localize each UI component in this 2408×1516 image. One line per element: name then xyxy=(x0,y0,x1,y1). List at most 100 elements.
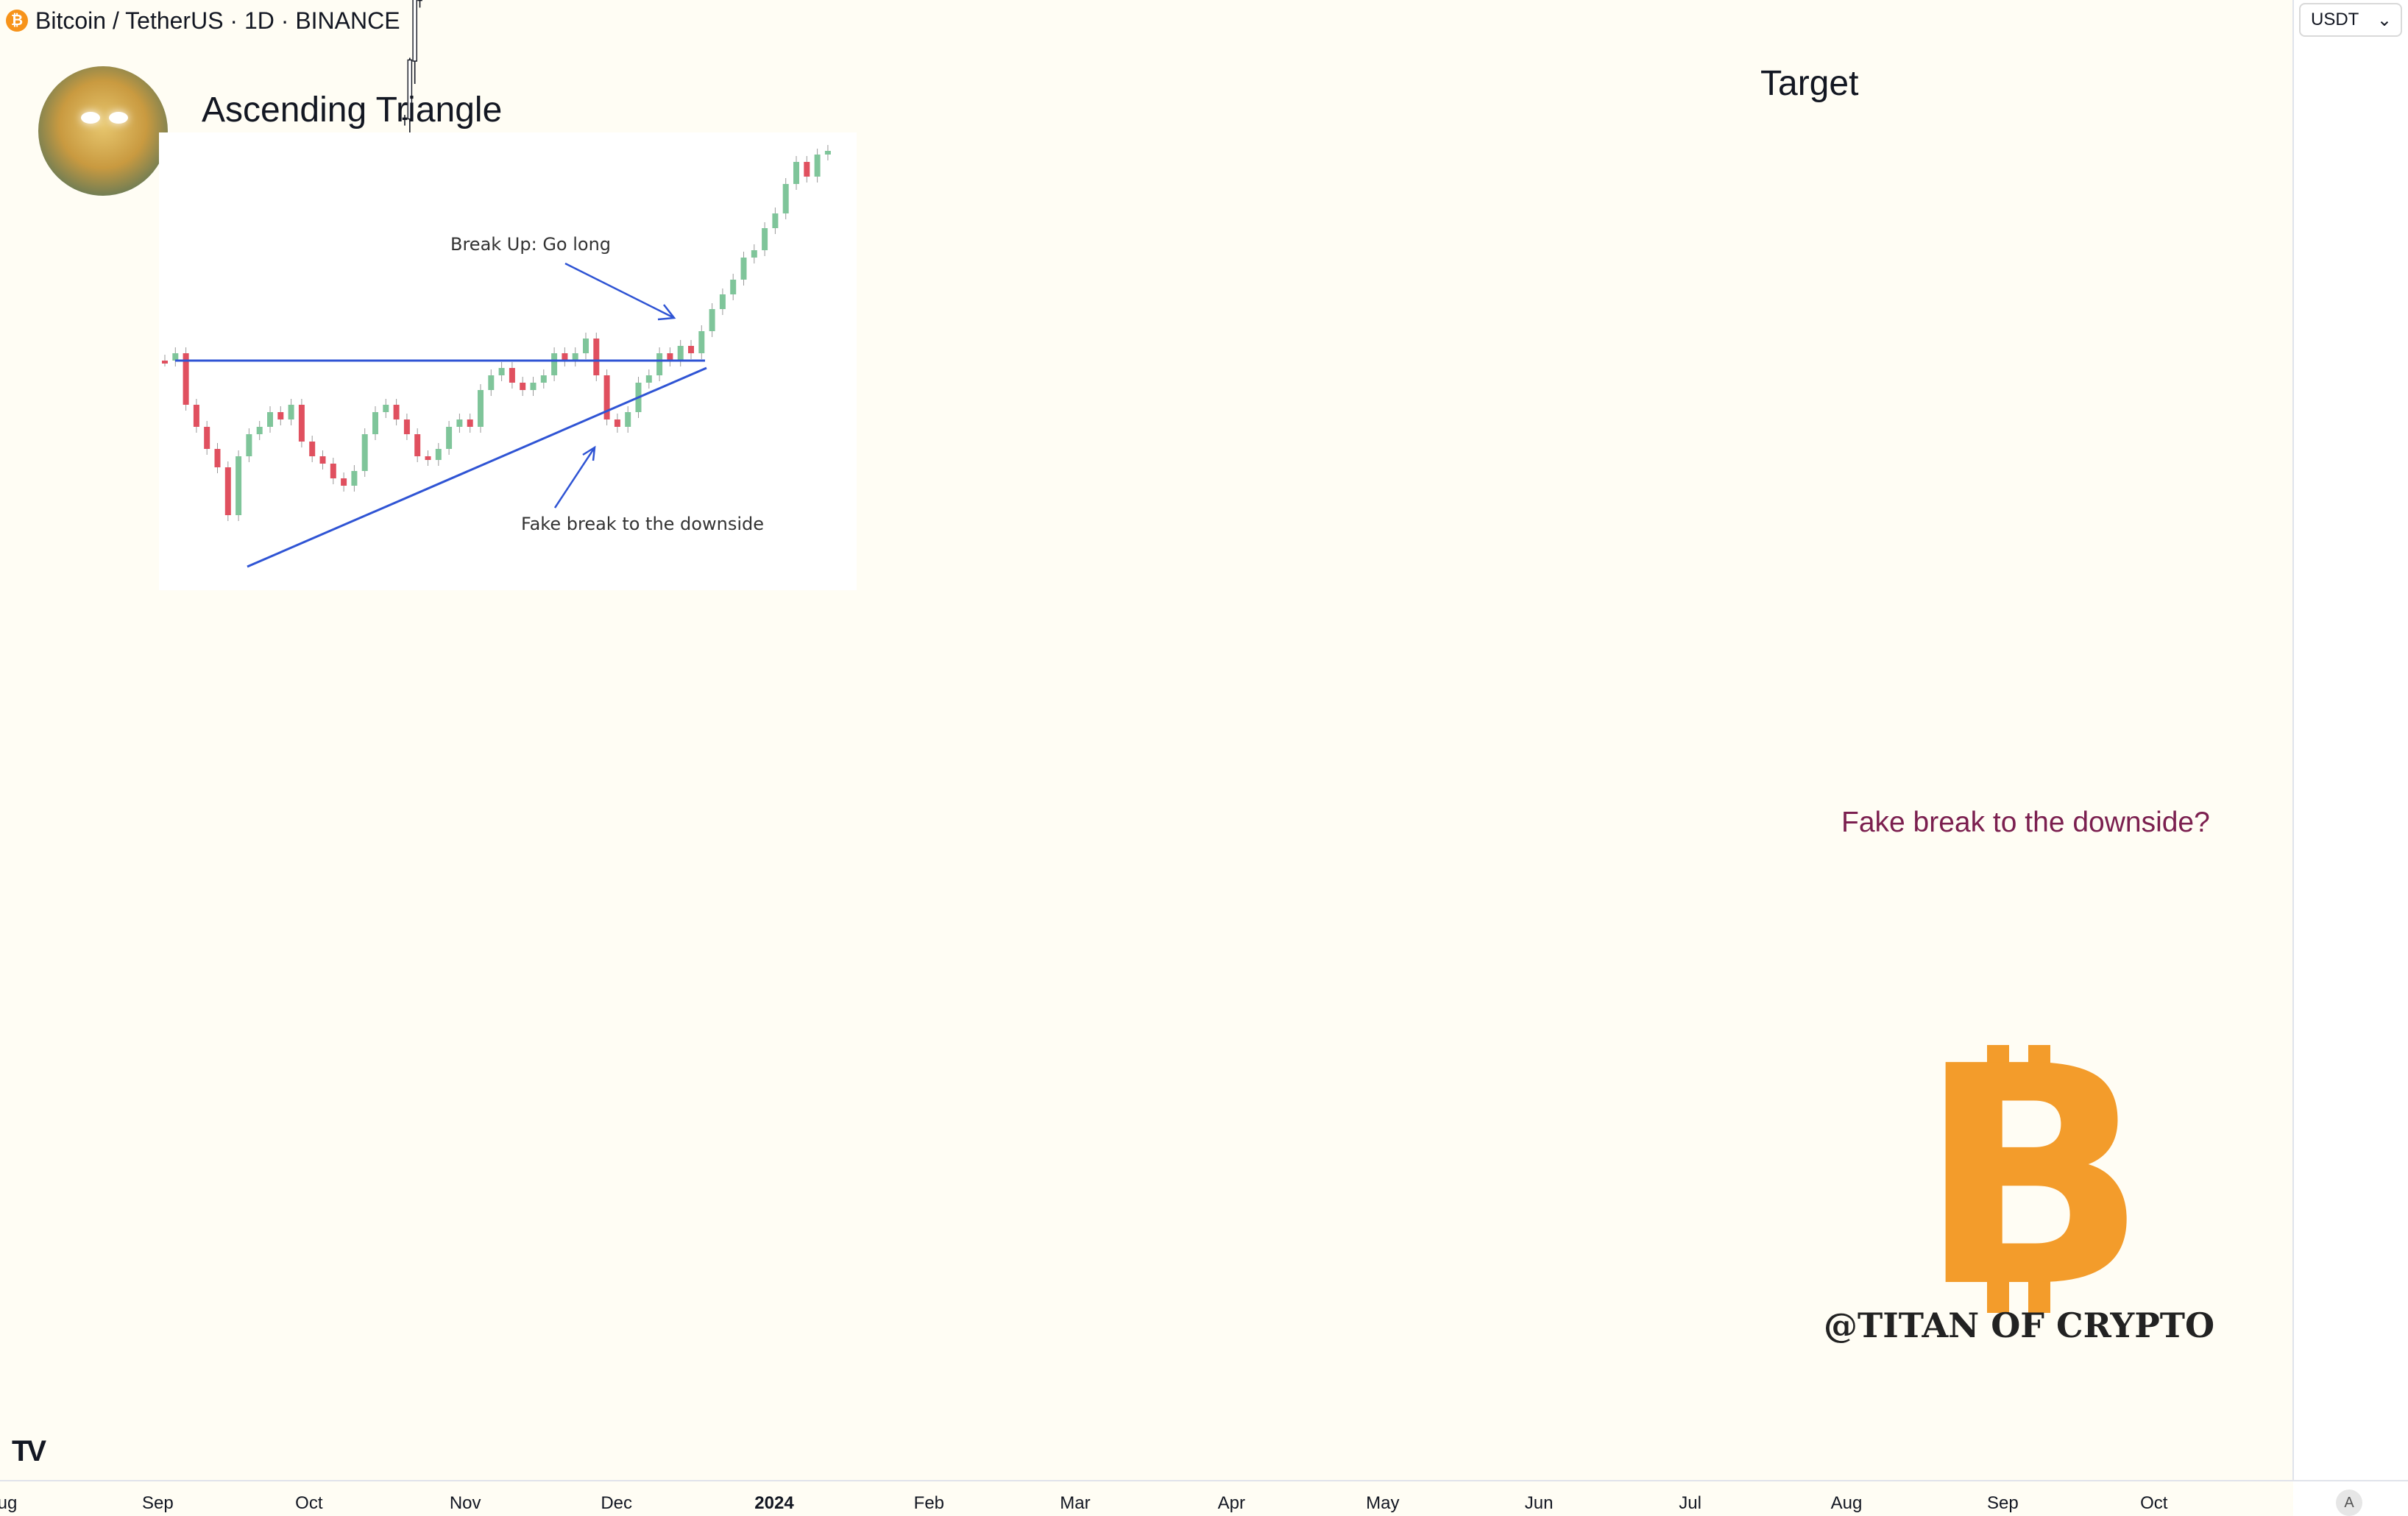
fake-break-label: Fake break to the downside? xyxy=(1841,807,2210,838)
inset-candle-body xyxy=(698,331,705,353)
inset-candle-body xyxy=(488,375,495,390)
inset-candle-body xyxy=(730,280,737,294)
inset-candle-body xyxy=(667,353,673,361)
inset-candle-body xyxy=(709,309,715,331)
x-tick-label: 2024 xyxy=(754,1493,794,1513)
inset-candle-body xyxy=(172,353,179,361)
x-tick-label: Jul xyxy=(1679,1493,1701,1513)
inset-candle-body xyxy=(520,383,526,390)
inset-candle-body xyxy=(719,294,726,309)
inset-candle-body xyxy=(804,162,810,177)
inset-title: Ascending Triangle xyxy=(202,91,503,130)
inset-candle-body xyxy=(793,162,799,184)
avatar-eye xyxy=(81,112,100,124)
inset-candle-body xyxy=(530,383,537,390)
inset-candle-body xyxy=(193,405,199,427)
author-avatar xyxy=(38,66,168,196)
x-tick-label: Oct xyxy=(2140,1493,2168,1513)
inset-candle-body xyxy=(319,456,326,464)
inset-candle-body xyxy=(782,184,789,213)
inset-candle-body xyxy=(309,442,316,456)
inset-candle-body xyxy=(751,250,757,258)
inset-candle-body xyxy=(572,353,578,361)
x-tick-label: Mar xyxy=(1060,1493,1090,1513)
inset-candle-body xyxy=(603,375,610,419)
inset-candle-body xyxy=(762,228,768,250)
inset-candle-body xyxy=(204,427,210,449)
symbol-title[interactable]: Bitcoin / TetherUS · 1D · BINANCE xyxy=(35,7,400,34)
watermark-text: @TITAN OF CRYPTO xyxy=(1824,1306,2215,1345)
inset-example-panel: Break Up: Go long Fake break to the down… xyxy=(159,132,857,590)
x-tick-label: Jun xyxy=(1525,1493,1554,1513)
inset-note-down: Fake break to the downside xyxy=(521,514,764,534)
target-label: Target xyxy=(1760,64,1859,103)
candle-body xyxy=(402,117,408,121)
inset-candle-body xyxy=(224,467,231,515)
candle-body xyxy=(417,0,422,1)
inset-candle-body xyxy=(403,419,410,434)
inset-candle-body xyxy=(688,346,694,353)
inset-candle-body xyxy=(236,456,242,515)
inset-candle-body xyxy=(256,427,263,434)
inset-candle-body xyxy=(361,434,368,471)
inset-example-chart xyxy=(162,145,831,568)
inset-candle-body xyxy=(509,368,515,383)
x-tick-label: Sep xyxy=(1987,1493,2019,1513)
inset-candle-body xyxy=(498,368,505,375)
x-tick-label: Sep xyxy=(142,1493,174,1513)
inset-candle-body xyxy=(446,427,453,449)
x-tick-label: Apr xyxy=(1218,1493,1245,1513)
inset-candle-body xyxy=(740,258,747,280)
inset-candle-body xyxy=(645,375,652,383)
bitcoin-coin-icon: ₿ xyxy=(6,10,28,32)
inset-candle-body xyxy=(330,464,336,478)
inset-candle-body xyxy=(393,405,400,419)
price-axis-panel xyxy=(2293,0,2408,1516)
inset-candle-body xyxy=(298,405,305,442)
inset-candle-body xyxy=(583,339,589,353)
x-tick-label: Aug xyxy=(0,1493,17,1513)
auto-scale-button[interactable]: A xyxy=(2336,1490,2362,1516)
inset-candle-body xyxy=(593,339,600,375)
inset-candle-body xyxy=(656,353,663,375)
x-tick-label: Nov xyxy=(450,1493,481,1513)
inset-candle-body xyxy=(625,412,631,427)
avatar-eye xyxy=(109,112,128,124)
inset-candle-body xyxy=(614,419,620,427)
inset-candle-body xyxy=(677,346,684,361)
inset-candle-body xyxy=(425,456,431,460)
inset-candle-body xyxy=(772,213,779,228)
inset-candle-body xyxy=(814,155,821,177)
inset-support-line xyxy=(247,366,707,568)
currency-select[interactable]: USDT ⌄ xyxy=(2299,3,2402,37)
candles-group xyxy=(402,0,422,144)
x-tick-label: May xyxy=(1366,1493,1399,1513)
inset-arrow-down xyxy=(553,445,596,509)
inset-candle-body xyxy=(277,412,284,419)
x-tick-label: Aug xyxy=(1831,1493,1863,1513)
tradingview-logo-icon[interactable]: TV xyxy=(12,1435,46,1467)
inset-candle-body xyxy=(540,375,547,383)
chevron-down-icon: ⌄ xyxy=(2376,10,2392,30)
inset-candle-body xyxy=(562,353,568,361)
inset-candle-body xyxy=(551,353,558,375)
inset-candle-body xyxy=(341,478,347,486)
inset-candle-body xyxy=(824,151,831,155)
currency-value: USDT xyxy=(2311,10,2359,29)
inset-candle-body xyxy=(267,412,273,427)
x-tick-label: Feb xyxy=(914,1493,944,1513)
inset-candle-body xyxy=(288,405,294,419)
x-tick-label: Dec xyxy=(601,1493,632,1513)
inset-candle-body xyxy=(162,361,168,364)
x-tick-label: Oct xyxy=(295,1493,323,1513)
inset-candle-body xyxy=(435,449,442,460)
inset-candle-body xyxy=(414,434,421,456)
inset-candle-body xyxy=(246,434,252,456)
inset-candle-body xyxy=(467,419,473,427)
inset-note-up: Break Up: Go long xyxy=(450,234,612,255)
inset-candle-body xyxy=(214,449,221,467)
candle-body xyxy=(407,59,413,120)
inset-candle-body xyxy=(183,353,189,405)
symbol-header: ₿ Bitcoin / TetherUS · 1D · BINANCE xyxy=(6,4,400,37)
